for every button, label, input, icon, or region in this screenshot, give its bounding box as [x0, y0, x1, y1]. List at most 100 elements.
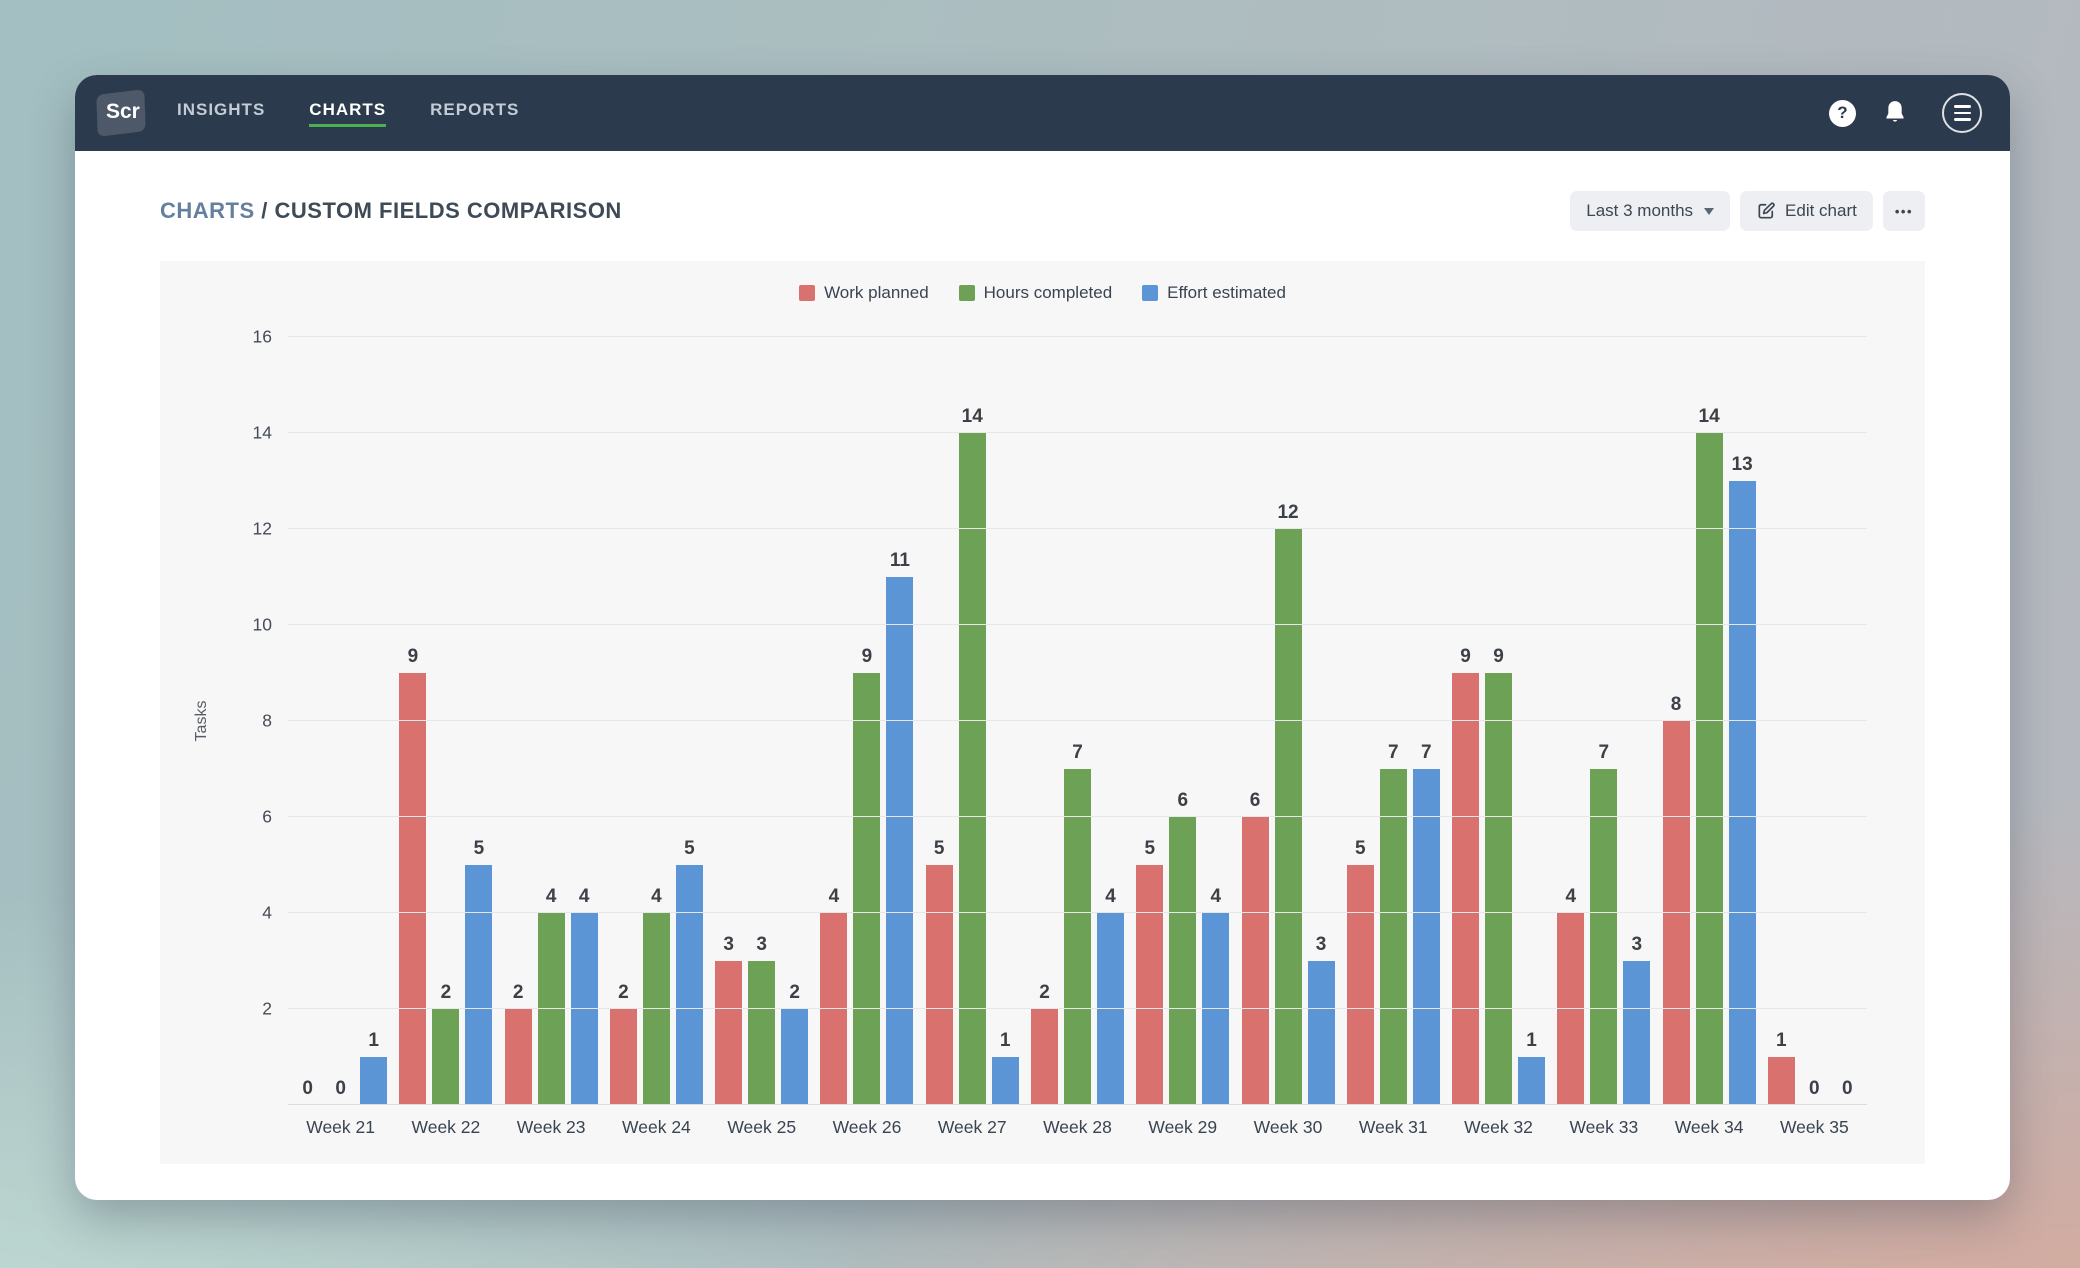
bar[interactable] [1452, 673, 1480, 1105]
bar-value-label: 4 [1105, 886, 1116, 907]
bar-cell: 3 [1623, 337, 1651, 1105]
bar-cell: 4 [1202, 337, 1230, 1105]
bar[interactable] [886, 577, 914, 1105]
bar[interactable] [537, 913, 565, 1105]
bar[interactable] [991, 1057, 1019, 1105]
y-tick-label: 2 [262, 998, 272, 1019]
x-tick-label: Week 30 [1253, 1117, 1323, 1137]
bar[interactable] [1590, 769, 1618, 1105]
nav-item-reports[interactable]: REPORTS [430, 99, 520, 119]
bar[interactable] [1557, 913, 1585, 1105]
bar[interactable] [1623, 961, 1651, 1105]
bar[interactable] [1169, 817, 1197, 1105]
bar-cell: 5 [675, 337, 703, 1105]
bar-value-label: 2 [1039, 982, 1050, 1003]
bar-cell: 4 [570, 337, 598, 1105]
x-tick-label: Week 23 [516, 1117, 586, 1137]
bell-icon[interactable] [1882, 99, 1908, 127]
bar[interactable] [432, 1009, 460, 1105]
bar-cell: 6 [1169, 337, 1197, 1105]
bar[interactable] [1728, 481, 1756, 1105]
bar-value-label: 0 [302, 1078, 313, 1099]
caret-down-icon [1704, 207, 1715, 215]
bar-value-label: 12 [1277, 502, 1299, 523]
app-logo[interactable]: Scr [96, 89, 146, 137]
bar[interactable] [1379, 769, 1407, 1105]
page-title: CUSTOM FIELDS COMPARISON [274, 198, 622, 223]
app-window: Scr INSIGHTS CHARTS REPORTS ? CHART [75, 75, 2010, 1200]
nav-item-insights[interactable]: INSIGHTS [177, 99, 266, 119]
bar[interactable] [1346, 865, 1374, 1105]
bar-cell: 4 [642, 337, 670, 1105]
bar-value-label: 4 [545, 886, 557, 907]
bar-value-label: 5 [684, 838, 695, 859]
bar[interactable] [1695, 433, 1723, 1105]
bar[interactable] [1485, 673, 1513, 1105]
bar[interactable] [1274, 529, 1302, 1105]
y-tick-label: 12 [252, 518, 272, 539]
legend-item[interactable]: Work planned [799, 283, 929, 303]
bar-value-label: 9 [861, 646, 873, 667]
bar[interactable] [1241, 817, 1269, 1105]
legend-item[interactable]: Effort estimated [1142, 283, 1286, 303]
bar[interactable] [675, 865, 703, 1105]
edit-chart-label: Edit chart [1785, 201, 1857, 220]
bar[interactable] [1063, 769, 1091, 1105]
bar-cell: 1 [991, 337, 1019, 1105]
bar[interactable] [1202, 913, 1230, 1105]
bar[interactable] [715, 961, 743, 1105]
bar-cell: 0 [327, 337, 354, 1105]
bar[interactable] [1767, 1057, 1795, 1105]
bar-value-label: 2 [440, 982, 452, 1003]
bar[interactable] [609, 1009, 637, 1105]
bar[interactable] [399, 673, 427, 1105]
x-tick-label: Week 31 [1358, 1117, 1428, 1137]
bar[interactable] [360, 1057, 388, 1105]
bar[interactable] [1412, 769, 1440, 1105]
legend-item[interactable]: Hours completed [958, 283, 1113, 303]
breadcrumb-charts-link[interactable]: CHARTS [160, 198, 255, 223]
bar-value-label: 7 [1072, 742, 1083, 763]
bar-groups: 0 0 1 9 2 5 2 4 4 2 4 5 3 3 2 4 9 11 5 14 1 2 7 4 5 6 4 6 12 3 5 7 7 9 9 1 4… [288, 337, 1867, 1105]
gridline [288, 1008, 1867, 1009]
bar[interactable] [1096, 913, 1124, 1105]
bar[interactable] [1136, 865, 1164, 1105]
bar-value-label: 2 [789, 982, 800, 1003]
menu-icon[interactable] [1942, 93, 1982, 133]
bar[interactable] [1307, 961, 1335, 1105]
bar[interactable] [465, 865, 493, 1105]
bar[interactable] [748, 961, 776, 1105]
bar-value-label: 5 [1354, 838, 1366, 859]
bar[interactable] [820, 913, 848, 1105]
more-options-button[interactable]: ••• [1882, 191, 1925, 231]
bar-cell: 9 [1452, 337, 1480, 1105]
nav-item-charts[interactable]: CHARTS [309, 100, 387, 127]
bar[interactable] [853, 673, 881, 1105]
bar-cell: 12 [1274, 337, 1302, 1105]
bar-group: 5 14 1 [920, 337, 1025, 1105]
header-actions: Last 3 months Edit chart ••• [1570, 191, 1925, 231]
bar[interactable] [1030, 1009, 1058, 1105]
help-icon[interactable]: ? [1829, 99, 1856, 127]
x-tick-label: Week 22 [411, 1117, 481, 1137]
bar[interactable] [925, 865, 953, 1105]
bar[interactable] [958, 433, 986, 1105]
bar[interactable] [504, 1009, 532, 1105]
bar-cell: 6 [1241, 337, 1269, 1105]
bar[interactable] [1662, 721, 1690, 1105]
gridline [288, 720, 1867, 721]
legend-label: Hours completed [983, 283, 1113, 302]
date-range-button[interactable]: Last 3 months [1570, 191, 1731, 231]
bar[interactable] [570, 913, 598, 1105]
bar-cell: 9 [853, 337, 881, 1105]
bar[interactable] [1518, 1057, 1546, 1105]
bar-value-label: 0 [1809, 1078, 1820, 1099]
bar-cell: 5 [465, 337, 493, 1105]
bar[interactable] [642, 913, 670, 1105]
x-tick-label: Week 35 [1779, 1117, 1849, 1137]
bar[interactable] [781, 1009, 809, 1105]
bar-value-label: 4 [578, 886, 590, 907]
edit-chart-button[interactable]: Edit chart [1740, 191, 1873, 231]
